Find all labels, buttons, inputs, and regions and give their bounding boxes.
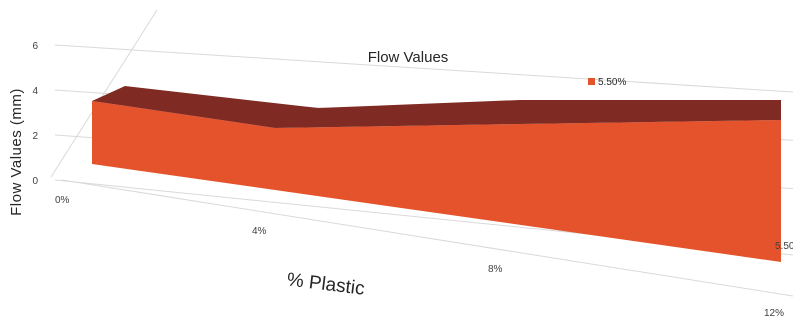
x-tick-label: 0% xyxy=(55,195,70,206)
area-series xyxy=(92,86,781,262)
y-tick-label: 6 xyxy=(32,41,38,52)
y-tick-label: 2 xyxy=(32,131,38,142)
x-tick-label: 4% xyxy=(252,226,267,237)
x-tick-label: 12% xyxy=(764,308,784,319)
y-axis-label: Flow Values (mm) xyxy=(8,88,25,216)
chart-title: Flow Values xyxy=(368,49,449,66)
x-axis-label: % Plastic xyxy=(286,269,366,299)
y-tick-label: 4 xyxy=(32,86,38,97)
legend-entry: 5.50% xyxy=(598,77,626,88)
series-end-label: 5.50% xyxy=(775,241,793,252)
y-tick-label: 0 xyxy=(32,176,38,187)
x-tick-label: 8% xyxy=(488,264,503,275)
legend-swatch xyxy=(588,78,595,85)
legend: 5.50% xyxy=(588,77,626,88)
y-axis-ticks: 0 2 4 6 xyxy=(32,41,38,187)
